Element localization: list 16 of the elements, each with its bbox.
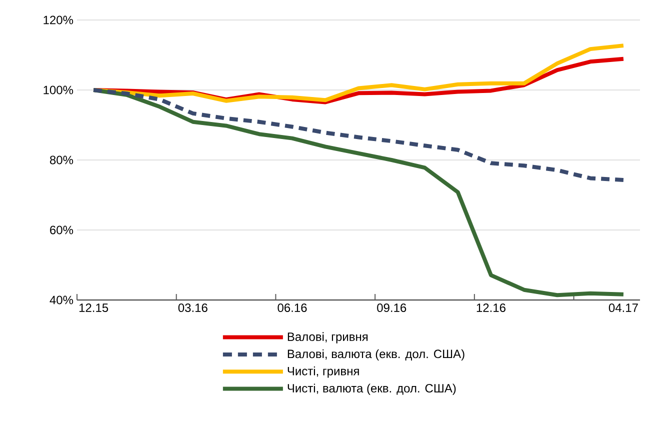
y-tick-label: 100%	[44, 86, 74, 94]
y-tick-label: 40%	[50, 296, 74, 304]
x-tick-label: 12.15	[79, 304, 108, 312]
y-tick-label: 80%	[50, 156, 74, 164]
y-tick-label: 120%	[44, 16, 74, 24]
x-tick-label: 06.16	[278, 304, 307, 312]
x-tick-label: 04.17	[608, 304, 638, 312]
legend-label: Валові, гривня	[288, 332, 368, 344]
x-tick-label: 03.16	[178, 304, 208, 312]
y-tick-label: 60%	[50, 226, 74, 234]
x-tick-label: 09.16	[377, 304, 406, 312]
x-tick-label: 12.16	[476, 304, 506, 312]
legend-label: Чисті, валюта (екв. дол. США)	[288, 384, 456, 395]
legend-label: Валові, валюта (екв. дол. США)	[288, 349, 464, 361]
line-series	[92, 88, 626, 182]
legend-label: Чисті, гривня	[288, 366, 359, 378]
